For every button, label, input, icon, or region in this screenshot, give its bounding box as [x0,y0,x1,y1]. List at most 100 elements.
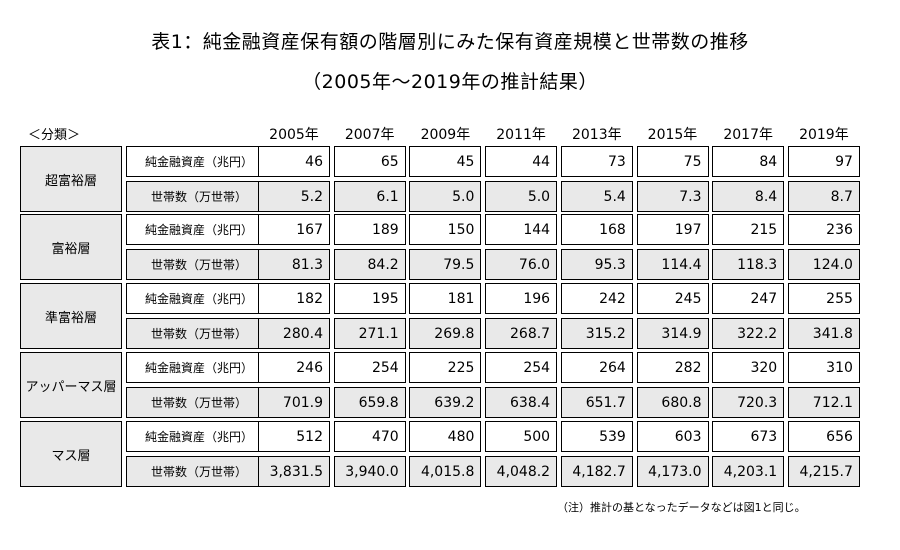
cell-assets: 215 [712,214,785,245]
cell-households: 124.0 [787,249,860,280]
cell-assets: 195 [333,283,406,314]
cell-households: 4,182.7 [560,456,633,487]
column-header-year: 2007年 [344,127,395,143]
cell-households: 5.2 [258,181,330,212]
row-label-households: 世帯数（万世帯） [126,387,272,418]
cell-households: 4,215.7 [787,456,860,487]
cell-assets: 245 [636,283,709,314]
column-header-year: 2013年 [571,127,622,143]
cell-assets: 45 [409,146,482,177]
cell-households: 4,173.0 [636,456,709,487]
cell-households: 5.0 [485,181,558,212]
cell-assets: 225 [409,352,482,383]
cell-households: 280.4 [258,318,330,349]
cell-households: 720.3 [712,387,785,418]
cell-assets: 264 [560,352,633,383]
cell-assets: 673 [712,421,785,452]
cell-assets: 254 [333,352,406,383]
cell-assets: 310 [787,352,860,383]
cell-assets: 73 [560,146,633,177]
row-label-assets: 純金融資産（兆円） [126,146,272,177]
cell-assets: 144 [485,214,558,245]
cell-households: 8.4 [712,181,785,212]
row-label-households: 世帯数（万世帯） [126,456,272,487]
column-header-year: 2005年 [269,127,319,143]
cell-assets: 246 [258,352,330,383]
cell-assets: 84 [712,146,785,177]
cell-households: 5.0 [409,181,482,212]
cell-households: 6.1 [333,181,406,212]
cell-households: 4,203.1 [712,456,785,487]
cell-assets: 46 [258,146,330,177]
cell-households: 638.4 [485,387,558,418]
cell-assets: 512 [258,421,330,452]
cell-assets: 480 [409,421,482,452]
row-label-households: 世帯数（万世帯） [126,249,272,280]
cell-households: 81.3 [258,249,330,280]
cell-households: 5.4 [560,181,633,212]
cell-assets: 247 [712,283,785,314]
cell-households: 651.7 [560,387,633,418]
cell-households: 659.8 [333,387,406,418]
cell-assets: 282 [636,352,709,383]
cell-assets: 242 [560,283,633,314]
row-label-households: 世帯数（万世帯） [126,181,272,212]
cell-assets: 470 [333,421,406,452]
cell-assets: 539 [560,421,633,452]
cell-assets: 167 [258,214,330,245]
category-label: 超富裕層 [20,146,122,212]
column-header-year: 2015年 [647,127,698,143]
table-title: 表1：純金融資産保有額の階層別にみた保有資産規模と世帯数の推移 [151,31,749,53]
cell-assets: 168 [560,214,633,245]
cell-households: 639.2 [409,387,482,418]
column-header-year: 2017年 [723,127,773,143]
cell-households: 341.8 [787,318,860,349]
cell-households: 315.2 [560,318,633,349]
cell-households: 314.9 [636,318,709,349]
column-header-year: 2019年 [799,127,849,143]
row-label-assets: 純金融資産（兆円） [126,421,272,452]
cell-households: 118.3 [712,249,785,280]
category-label: 準富裕層 [20,283,122,349]
category-label: マス層 [20,421,122,487]
cell-households: 680.8 [636,387,709,418]
column-header-year: 2011年 [496,127,546,143]
cell-households: 76.0 [485,249,558,280]
cell-assets: 254 [485,352,558,383]
cell-households: 8.7 [787,181,860,212]
cell-assets: 255 [787,283,860,314]
cell-assets: 97 [787,146,860,177]
category-label: 富裕層 [20,214,122,280]
row-label-assets: 純金融資産（兆円） [126,352,272,383]
cell-households: 269.8 [409,318,482,349]
cell-assets: 65 [333,146,406,177]
column-header-year: 2009年 [420,127,471,143]
cell-assets: 182 [258,283,330,314]
cell-assets: 196 [485,283,558,314]
cell-households: 79.5 [409,249,482,280]
row-label-households: 世帯数（万世帯） [126,318,272,349]
row-label-assets: 純金融資産（兆円） [126,214,272,245]
cell-households: 268.7 [485,318,558,349]
cell-households: 3,940.0 [333,456,406,487]
category-header: ＜分類＞ [28,128,81,143]
cell-assets: 603 [636,421,709,452]
cell-assets: 181 [409,283,482,314]
cell-households: 712.1 [787,387,860,418]
cell-households: 114.4 [636,249,709,280]
cell-households: 7.3 [636,181,709,212]
cell-assets: 75 [636,146,709,177]
footnote: （注）推計の基となったデータなどは図1と同じ。 [557,501,806,514]
cell-assets: 656 [787,421,860,452]
cell-households: 4,048.2 [485,456,558,487]
cell-assets: 44 [485,146,558,177]
cell-households: 4,015.8 [409,456,482,487]
cell-assets: 500 [485,421,558,452]
cell-households: 701.9 [258,387,330,418]
row-label-assets: 純金融資産（兆円） [126,283,272,314]
cell-households: 322.2 [712,318,785,349]
cell-households: 84.2 [333,249,406,280]
cell-assets: 189 [333,214,406,245]
cell-assets: 320 [712,352,785,383]
cell-assets: 236 [787,214,860,245]
